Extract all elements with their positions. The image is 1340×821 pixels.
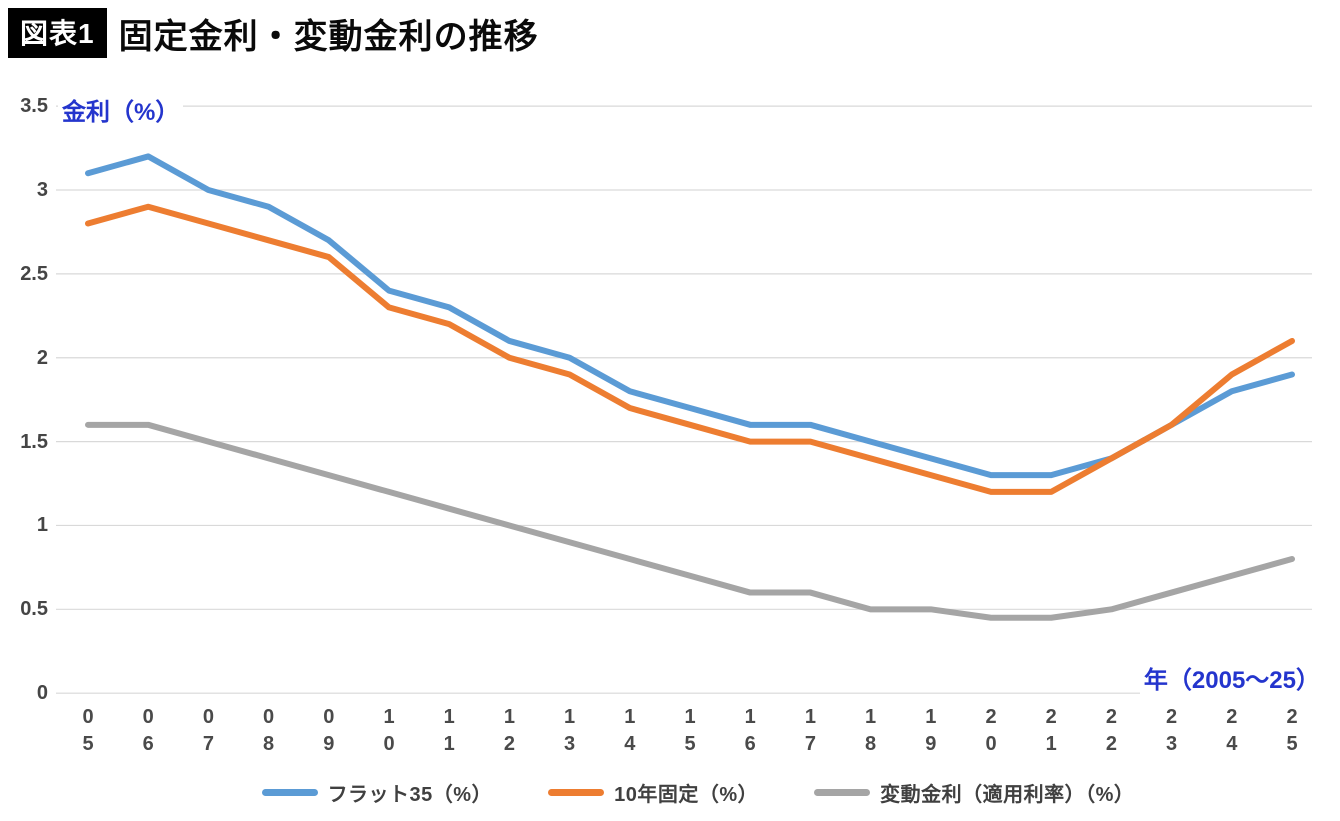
legend-swatch <box>261 789 318 796</box>
y-tick-label: 0.5 <box>20 598 48 621</box>
y-tick-label: 1.5 <box>20 430 48 453</box>
chart-legend: フラット35（%） 10年固定（%） 変動金利（適用利率）（%） <box>0 778 1340 807</box>
legend-swatch <box>548 789 605 796</box>
x-axis-title: 年（2005～25） <box>1139 660 1324 695</box>
y-tick-label: 1 <box>36 514 48 537</box>
legend-label: 10年固定（%） <box>614 784 759 806</box>
series-line-10yr-fixed <box>85 203 1295 495</box>
y-tick-label: 2 <box>36 346 48 369</box>
figure-title-row: 図表1 固定金利・変動金利の推移 <box>8 8 539 58</box>
y-tick-label: 3.5 <box>20 95 48 118</box>
figure-badge: 図表1 <box>8 8 107 58</box>
y-tick-label: 2.5 <box>20 262 48 285</box>
legend-label: 変動金利（適用利率）（%） <box>880 784 1135 806</box>
legend-swatch <box>814 789 871 796</box>
legend-label: フラット35（%） <box>327 784 493 806</box>
figure-title: 固定金利・変動金利の推移 <box>118 17 539 56</box>
series-line-flat35 <box>85 153 1295 479</box>
legend-item: 10年固定（%） <box>548 778 758 807</box>
legend-item: 変動金利（適用利率）（%） <box>814 778 1134 807</box>
y-tick-label: 0 <box>36 682 48 705</box>
y-tick-label: 3 <box>36 178 48 201</box>
y-axis-title: 金利（%） <box>58 92 184 127</box>
legend-item: フラット35（%） <box>261 778 493 807</box>
series-line-variable <box>85 421 1295 621</box>
